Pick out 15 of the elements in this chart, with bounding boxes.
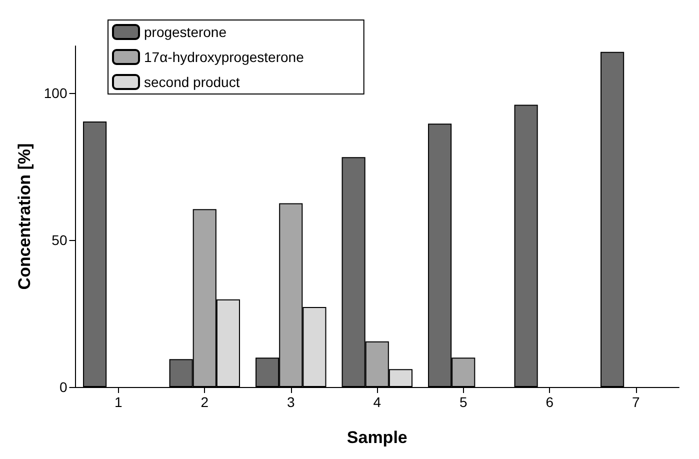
y-tick-label: 0	[59, 379, 68, 395]
y-axis-title: Concentration [%]	[15, 143, 34, 290]
x-tick-label: 2	[200, 394, 209, 410]
legend-label: second product	[144, 74, 240, 90]
legend-label: progesterone	[144, 24, 227, 40]
y-tick-label: 50	[52, 232, 68, 248]
x-tick-label: 5	[459, 394, 468, 410]
x-tick-label: 4	[373, 394, 382, 410]
x-tick-label: 6	[546, 394, 554, 410]
x-tick-label: 7	[632, 394, 640, 410]
legend-label: 17α-hydroxyprogesterone	[144, 49, 304, 65]
x-tick-label: 3	[286, 394, 295, 410]
x-axis-title: Sample	[346, 428, 408, 447]
x-tick-label: 1	[114, 394, 122, 410]
y-tick-label: 100	[44, 85, 68, 102]
